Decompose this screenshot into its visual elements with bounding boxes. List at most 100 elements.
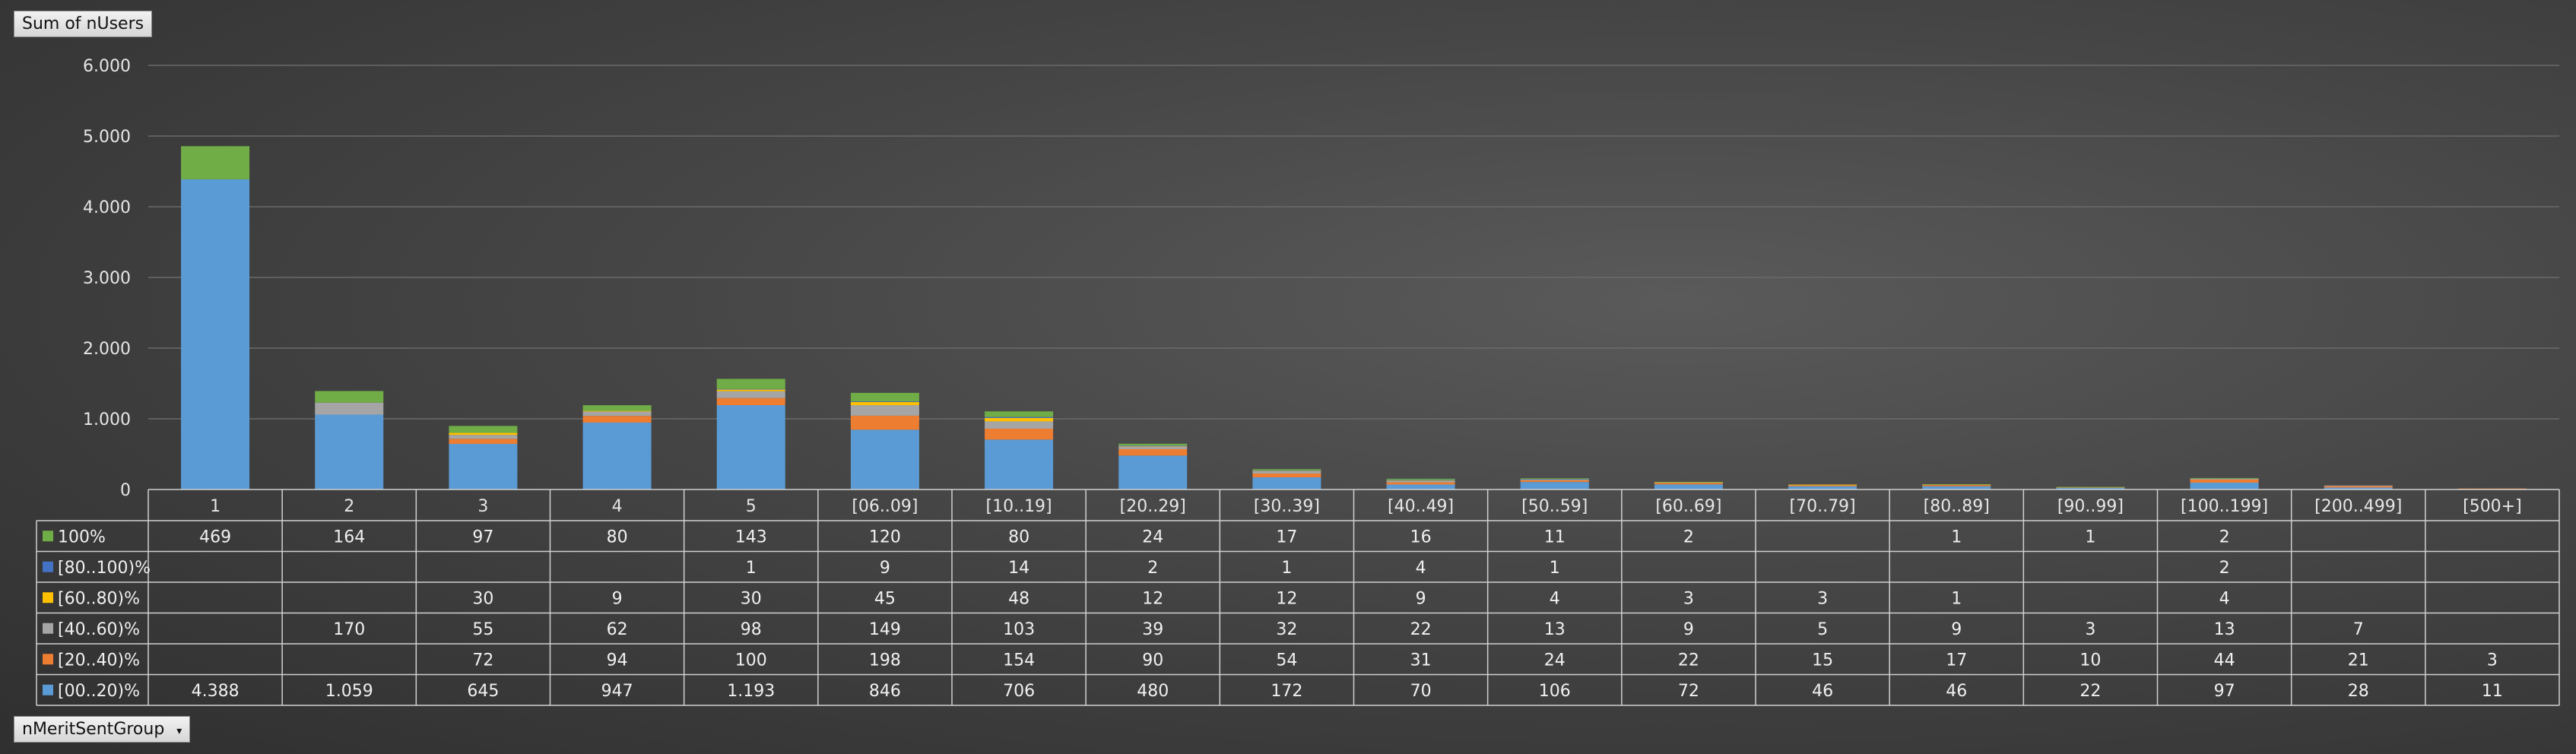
- bar-segment: [449, 426, 518, 433]
- bar-segment: [716, 388, 785, 391]
- legend-key: [43, 623, 53, 634]
- bar-segment: [985, 417, 1054, 422]
- x-tick-label: [90..99]: [2057, 497, 2124, 516]
- bar-segment: [716, 388, 785, 390]
- bar-segment: [1252, 471, 1321, 474]
- y-tick-label: 2.000: [83, 340, 131, 359]
- bar-segment: [2190, 477, 2259, 479]
- data-label: 9: [612, 589, 623, 608]
- bar-segment: [1252, 469, 1321, 470]
- dropdown-arrow-icon[interactable]: ▾: [176, 725, 182, 737]
- legend-key: [43, 654, 53, 665]
- legend-label: [40..60)%: [58, 620, 140, 639]
- legend-label: [00..20)%: [58, 682, 140, 701]
- bar-segment: [2190, 478, 2259, 480]
- legend-label: [20..40)%: [58, 651, 140, 670]
- bar-segment: [1520, 480, 1589, 483]
- bar-segment: [1252, 473, 1321, 478]
- data-label: 39: [1142, 620, 1163, 639]
- bar-segment: [1788, 484, 1857, 486]
- data-label: 170: [333, 620, 365, 639]
- data-label: 149: [869, 620, 901, 639]
- bar-segment: [1118, 443, 1188, 446]
- bar-segment: [1386, 482, 1455, 485]
- data-label: 5: [1817, 620, 1828, 639]
- bar-segment: [1118, 448, 1188, 456]
- data-label: 22: [1410, 620, 1432, 639]
- data-label: 98: [741, 620, 762, 639]
- data-label: 3: [2487, 651, 2498, 670]
- data-label: 30: [472, 589, 493, 608]
- bar-segment: [716, 405, 785, 489]
- data-label: 9: [1951, 620, 1962, 639]
- value-field-button[interactable]: Sum of nUsers: [14, 11, 153, 37]
- data-label: 100: [735, 651, 767, 670]
- data-label: 143: [735, 527, 767, 546]
- data-label: 2: [1683, 527, 1694, 546]
- data-label: 4: [1550, 589, 1560, 608]
- data-label: 9: [1683, 620, 1694, 639]
- y-tick-label: 3.000: [83, 269, 131, 288]
- data-label: 3: [1817, 589, 1828, 608]
- bar-segment: [1520, 479, 1589, 480]
- data-label: 48: [1008, 589, 1029, 608]
- data-label: 13: [1544, 620, 1566, 639]
- data-label: 80: [1008, 527, 1029, 546]
- data-label: 1: [1550, 559, 1560, 578]
- bar-segment: [1118, 445, 1188, 446]
- data-label: 28: [2348, 682, 2369, 701]
- data-label: 3: [2085, 620, 2095, 639]
- data-label: 31: [1410, 651, 1432, 670]
- x-tick-label: [50..59]: [1521, 497, 1588, 516]
- y-tick-label: 6.000: [83, 57, 131, 76]
- data-label: 21: [2348, 651, 2369, 670]
- bar-segment: [582, 416, 652, 423]
- bar-segment: [1922, 484, 1991, 485]
- data-label: 45: [874, 589, 896, 608]
- data-label: 164: [333, 527, 365, 546]
- x-tick-label: 4: [612, 497, 623, 516]
- bar-segment: [985, 429, 1054, 440]
- bar-segment: [1520, 478, 1589, 480]
- x-tick-label: [200..499]: [2314, 497, 2402, 516]
- bar-segment: [985, 439, 1054, 489]
- bar-segment: [582, 405, 652, 411]
- x-tick-label: 1: [210, 497, 220, 516]
- data-label: 13: [2214, 620, 2235, 639]
- data-label: 103: [1003, 620, 1035, 639]
- data-label: 32: [1276, 620, 1297, 639]
- data-label: 947: [601, 682, 633, 701]
- bar-segment: [850, 392, 919, 402]
- axis-field-button[interactable]: nMeritSentGroup ▾: [14, 716, 191, 743]
- data-label: 846: [869, 682, 901, 701]
- bar-segment: [1788, 485, 1857, 486]
- data-label: 120: [869, 527, 901, 546]
- legend-label: [60..80)%: [58, 589, 140, 608]
- bar-segment: [181, 179, 250, 489]
- bar-segment: [1922, 486, 1991, 489]
- bar-segment: [716, 398, 785, 406]
- data-label: 4: [1416, 559, 1426, 578]
- data-label: 94: [607, 651, 628, 670]
- legend-key: [43, 531, 53, 542]
- data-label: 2: [2219, 527, 2230, 546]
- data-label: 1: [2085, 527, 2095, 546]
- x-tick-label: [30..39]: [1254, 497, 1320, 516]
- bar-segment: [1252, 477, 1321, 489]
- x-tick-label: 2: [344, 497, 354, 516]
- data-label: 172: [1271, 682, 1302, 701]
- bar-segment: [1386, 484, 1455, 489]
- bar-segment: [315, 391, 384, 403]
- x-tick-label: [20..29]: [1120, 497, 1186, 516]
- bar-segment: [985, 421, 1054, 429]
- bar-segment: [1922, 485, 1991, 486]
- data-label: 2: [2219, 559, 2230, 578]
- data-label: 2: [1147, 559, 1158, 578]
- bar-segment: [2056, 487, 2125, 489]
- bar-segment: [850, 401, 919, 402]
- data-label: 7: [2353, 620, 2364, 639]
- bar-segment: [1386, 478, 1455, 480]
- data-label: 469: [199, 527, 231, 546]
- data-label: 14: [1008, 559, 1029, 578]
